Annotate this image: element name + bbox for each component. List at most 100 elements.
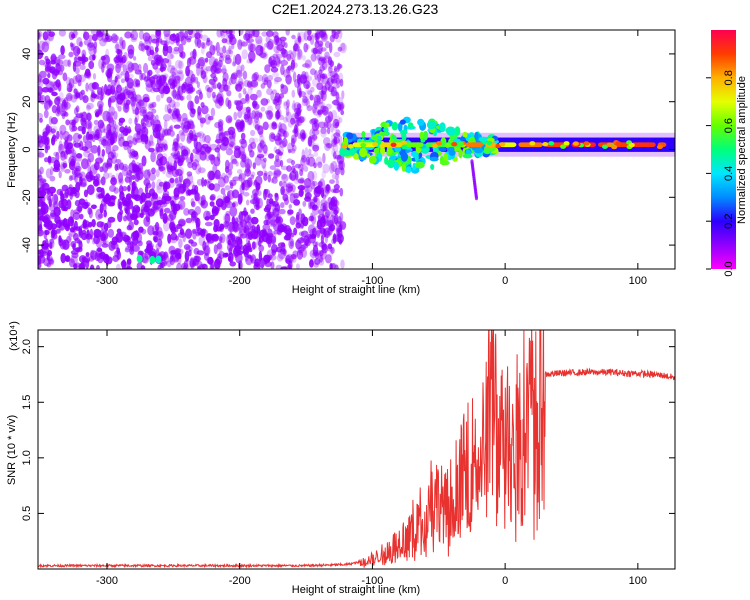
spectrogram-noise-cell <box>221 38 228 44</box>
spectrogram-noise-cell <box>90 30 98 36</box>
spectrogram-noise-cell <box>47 249 53 257</box>
spectrogram-noise-cell <box>333 184 340 190</box>
spectrogram-noise-cell <box>251 73 258 82</box>
spectrogram-noise-cell <box>73 142 82 148</box>
spectrogram-noise-cell <box>160 89 164 99</box>
spectrogram-noise-cell <box>304 71 309 80</box>
spectrogram-noise-cell <box>40 202 47 213</box>
spectrogram-noise-cell <box>116 163 121 171</box>
spectrogram-noise-cell <box>286 165 292 172</box>
spectrogram-noise-cell <box>240 120 245 128</box>
spectrogram-noise-cell <box>266 30 274 37</box>
spectrogram-noise-cell <box>163 119 168 130</box>
spectrogram-noise-cell <box>107 228 115 238</box>
spectrogram-noise-cell <box>272 53 278 59</box>
spectrogram-noise-cell <box>100 176 106 186</box>
spectrogram-noise-cell <box>329 42 333 54</box>
spectrogram-noise-cell <box>333 72 339 80</box>
spectrogram-noise-cell <box>81 260 86 269</box>
spectrogram-noise-cell <box>317 97 324 105</box>
spectrogram-noise-cell <box>96 30 102 36</box>
spectrogram-noise-cell <box>259 45 264 53</box>
spectrogram-noise-cell <box>116 250 122 260</box>
spectrogram-noise-cell <box>302 75 310 87</box>
spectrogram-noise-cell <box>249 93 258 101</box>
spectrogram-noise-cell <box>211 91 216 99</box>
spectrogram-noise-cell <box>150 151 156 163</box>
spectrogram-noise-cell <box>160 58 165 64</box>
chart-title: C2E1.2024.273.13.26.G23 <box>272 1 439 17</box>
spectrogram-noise-cell <box>316 94 321 103</box>
spectrogram-noise-cell <box>140 118 145 127</box>
spectrogram-noise-cell <box>100 187 105 199</box>
spectrogram-noise-cell <box>169 33 176 45</box>
spectrogram-noise-cell <box>163 30 171 38</box>
x-tick-label: -100 <box>361 275 383 287</box>
spectrogram-noise-cell <box>179 196 186 201</box>
spectrogram-noise-cell <box>138 40 144 47</box>
spectrogram-noise-cell <box>227 117 232 123</box>
spectrogram-noise-cell <box>294 169 299 179</box>
spectrogram-noise-cell <box>186 94 192 101</box>
spectrogram-noise-cell <box>87 119 92 129</box>
spectrogram-core-cell <box>542 141 549 147</box>
spectrogram-noise-cell <box>321 170 327 179</box>
spectrogram-noise-cell <box>318 241 326 248</box>
spectrogram-noise-cell <box>222 45 227 54</box>
spectrogram-core-cell <box>628 142 635 148</box>
spectrogram-noise-cell <box>82 95 89 104</box>
spectrogram-noise-cell <box>209 44 216 56</box>
spectrogram-noise-cell <box>314 251 320 259</box>
spectrogram-noise-cell <box>223 196 230 203</box>
spectrogram-noise-cell <box>142 109 147 119</box>
spectrogram-noise-cell <box>306 156 310 166</box>
spectrogram-noise-cell <box>290 117 296 125</box>
spectrogram-noise-cell <box>294 163 302 169</box>
spectrogram-noise-cell <box>298 246 302 256</box>
spectrogram-noise-cell <box>73 45 81 57</box>
spectrogram-noise-cell <box>278 208 286 215</box>
spectrogram-noise-cell <box>114 76 118 83</box>
spectrogram-noise-cell <box>77 134 83 140</box>
spectrogram-noise-cell <box>285 30 290 36</box>
spectrogram-noise-cell <box>297 246 305 254</box>
spectrogram-noise-cell <box>197 58 205 70</box>
spectrogram-noise-cell <box>84 199 89 209</box>
spectrogram-noise-cell <box>296 249 304 260</box>
spectrogram-noise-cell <box>75 153 83 159</box>
spectrogram-noise-cell <box>118 178 124 186</box>
spectrogram-noise-cell <box>190 134 198 142</box>
spectrogram-noise-cell <box>327 111 334 123</box>
spectrogram-noise-cell <box>124 70 130 82</box>
spectrogram-noise-cell <box>167 65 175 74</box>
spectrogram-noise-cell <box>194 38 202 45</box>
spectrogram-noise-cell <box>318 121 326 129</box>
spectrogram-noise-cell <box>291 89 296 98</box>
spectrogram-noise-cell <box>295 239 302 250</box>
spectrogram-noise-cell <box>252 241 258 249</box>
spectrogram-noise-cell <box>304 147 309 156</box>
spectrogram-noise-cell <box>135 79 141 87</box>
spectrogram-noise-cell <box>118 92 122 101</box>
spectrogram-noise-cell <box>328 201 333 211</box>
spectrogram-noise-cell <box>302 55 306 61</box>
spectrogram-noise-cell <box>270 61 275 68</box>
spectrogram-noise-cell <box>167 179 175 189</box>
spectrogram-tone-core <box>465 142 484 148</box>
spectrogram-strong-cell <box>155 255 162 264</box>
spectrogram-noise-cell <box>255 205 260 211</box>
spectrogram-noise-cell <box>108 106 115 116</box>
spectrogram-noise-cell <box>71 169 76 176</box>
spectrogram-noise-cell <box>302 95 308 104</box>
spectrogram-noise-cell <box>250 79 259 88</box>
spectrogram-noise-cell <box>320 105 327 113</box>
spectrogram-noise-cell <box>206 37 211 43</box>
spectrogram-noise-cell <box>259 135 265 145</box>
spectrogram-x-axis: -300 -200 -100 0 100 <box>96 30 647 287</box>
spectrogram-noise-cell <box>148 34 157 42</box>
spectrogram-noise-cell <box>256 170 264 177</box>
spectrogram-noise-cell <box>331 139 338 147</box>
spectrogram-noise-cell <box>332 83 340 89</box>
spectrogram-noise-cell <box>228 161 234 171</box>
spectrogram-noise-cell <box>93 178 100 187</box>
